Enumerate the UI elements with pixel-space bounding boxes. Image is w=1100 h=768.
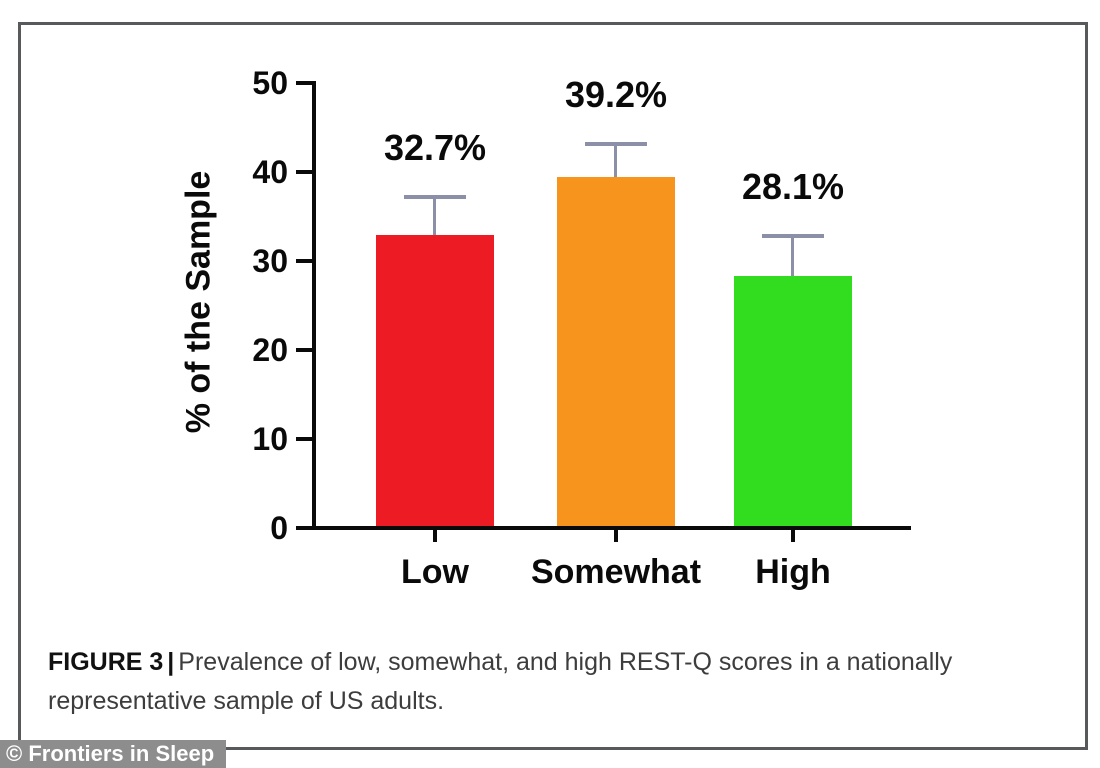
y-axis-tick [296, 348, 312, 352]
bar-value-label: 28.1% [741, 166, 845, 207]
figure-caption-separator: | [167, 648, 175, 676]
y-axis-tick [296, 259, 312, 263]
y-tick-label: 0 [270, 510, 288, 546]
bar-low [376, 235, 494, 526]
y-axis-tick [296, 437, 312, 441]
error-bar-line [433, 195, 436, 241]
y-axis-tick [296, 526, 312, 530]
figure-caption: FIGURE 3 | Prevalence of low, somewhat, an… [48, 643, 998, 721]
y-tick-label: 30 [252, 243, 288, 279]
x-category-label: Low [401, 553, 469, 591]
x-axis-line [312, 526, 911, 530]
figure-caption-text: Prevalence of low, somewhat, and high RE… [48, 648, 953, 715]
bar-high [734, 276, 852, 526]
bar-value-label: 32.7% [383, 127, 487, 168]
y-tick-label: 20 [252, 332, 288, 368]
y-axis-line [312, 81, 316, 530]
x-axis-tick [614, 530, 618, 542]
x-axis-tick [791, 530, 795, 542]
y-tick-label: 10 [252, 421, 288, 457]
bar-chart: % of the Sample 0 10 20 30 40 50 32.7% Low 39.2%… [21, 25, 1085, 645]
bar-somewhat [557, 177, 675, 526]
error-bar-cap [585, 142, 647, 146]
error-bar-line [614, 142, 617, 183]
x-category-label: High [755, 553, 831, 591]
publisher-watermark: © Frontiers in Sleep [0, 740, 227, 768]
error-bar-cap [762, 234, 824, 238]
y-tick-label: 40 [252, 154, 288, 190]
error-bar-line [791, 234, 794, 282]
y-tick-label: 50 [252, 65, 288, 101]
figure-caption-label: FIGURE 3 [48, 648, 164, 676]
x-axis-tick [433, 530, 437, 542]
bar-value-label: 39.2% [564, 74, 668, 115]
y-axis-tick [296, 81, 312, 85]
y-axis-tick [296, 170, 312, 174]
figure-panel: % of the Sample 0 10 20 30 40 50 32.7% Low 39.2%… [18, 22, 1088, 750]
y-axis-title: % of the Sample [179, 170, 218, 434]
error-bar-cap [404, 195, 466, 199]
x-category-label: Somewhat [530, 553, 702, 591]
